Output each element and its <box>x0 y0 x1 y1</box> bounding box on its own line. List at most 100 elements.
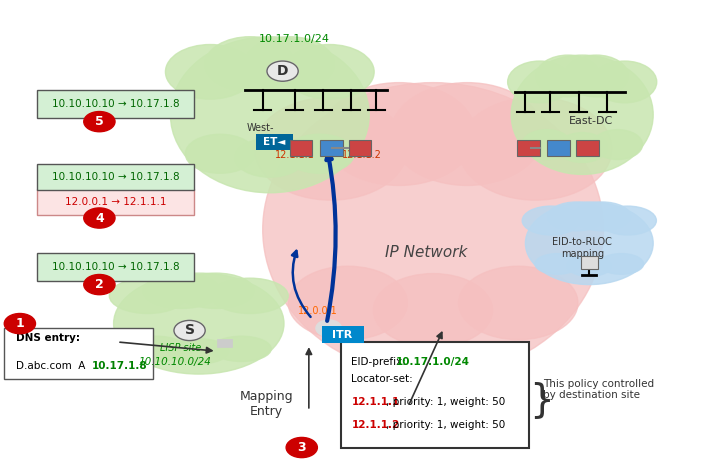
Text: 10.10.10.10 → 10.17.1.8: 10.10.10.10 → 10.17.1.8 <box>52 172 179 182</box>
Text: West-: West- <box>247 123 275 133</box>
FancyBboxPatch shape <box>341 342 529 448</box>
Text: }: } <box>529 381 554 419</box>
Text: 12.0.0.1: 12.0.0.1 <box>298 307 338 316</box>
Ellipse shape <box>511 55 653 174</box>
Ellipse shape <box>536 55 600 97</box>
Ellipse shape <box>143 273 220 308</box>
FancyBboxPatch shape <box>581 256 598 269</box>
FancyBboxPatch shape <box>547 140 570 156</box>
Ellipse shape <box>322 83 476 185</box>
Ellipse shape <box>522 129 572 160</box>
Text: 12.1.1.2: 12.1.1.2 <box>351 420 400 430</box>
Ellipse shape <box>574 202 631 231</box>
Ellipse shape <box>126 336 186 362</box>
Circle shape <box>4 313 36 334</box>
Text: 10.17.1.8: 10.17.1.8 <box>92 361 148 371</box>
Text: LISP site: LISP site <box>160 343 201 353</box>
Text: ET◄: ET◄ <box>263 137 285 147</box>
Text: 5: 5 <box>95 115 104 128</box>
Ellipse shape <box>508 61 572 103</box>
Text: 12.0.0.1 → 12.1.1.1: 12.0.0.1 → 12.1.1.1 <box>65 197 166 207</box>
Ellipse shape <box>254 97 408 200</box>
Ellipse shape <box>205 37 295 91</box>
Text: 12.1.1.1: 12.1.1.1 <box>351 397 400 407</box>
Bar <box>217 339 232 347</box>
Text: Mapping
Entry: Mapping Entry <box>239 390 293 418</box>
Text: Locator-set:: Locator-set: <box>351 374 413 384</box>
Ellipse shape <box>285 134 354 174</box>
Ellipse shape <box>459 97 612 200</box>
FancyBboxPatch shape <box>517 140 540 156</box>
Circle shape <box>174 320 205 341</box>
Ellipse shape <box>567 256 612 276</box>
FancyBboxPatch shape <box>37 90 194 118</box>
Text: EID-prefix:: EID-prefix: <box>351 357 410 367</box>
Ellipse shape <box>593 61 657 103</box>
Ellipse shape <box>212 336 271 362</box>
Ellipse shape <box>391 83 544 185</box>
Text: S: S <box>185 324 195 337</box>
Text: 3: 3 <box>297 441 306 454</box>
Text: 1: 1 <box>16 317 24 330</box>
Text: 2: 2 <box>95 278 104 291</box>
Text: DNS entry:: DNS entry: <box>16 333 80 343</box>
Text: , priority: 1, weight: 50: , priority: 1, weight: 50 <box>386 397 505 407</box>
Text: EID-to-RLOC
mapping: EID-to-RLOC mapping <box>552 237 612 259</box>
Ellipse shape <box>109 278 186 313</box>
Ellipse shape <box>245 37 334 91</box>
FancyBboxPatch shape <box>37 164 194 190</box>
Circle shape <box>267 61 298 81</box>
Text: 10.10.10.10 → 10.17.1.8: 10.10.10.10 → 10.17.1.8 <box>52 100 179 109</box>
Circle shape <box>84 208 115 228</box>
Circle shape <box>316 320 342 336</box>
Ellipse shape <box>525 202 653 285</box>
Ellipse shape <box>535 253 579 274</box>
FancyBboxPatch shape <box>320 140 343 156</box>
Text: 10.10.10.10 → 10.17.1.8: 10.10.10.10 → 10.17.1.8 <box>52 263 179 272</box>
Ellipse shape <box>114 273 284 374</box>
Ellipse shape <box>165 45 255 99</box>
Ellipse shape <box>599 206 656 235</box>
Ellipse shape <box>593 129 643 160</box>
Text: , priority: 1, weight: 50: , priority: 1, weight: 50 <box>386 420 505 430</box>
FancyBboxPatch shape <box>349 140 371 156</box>
Text: 10.17.1.0/24: 10.17.1.0/24 <box>396 357 470 367</box>
Ellipse shape <box>178 273 254 308</box>
FancyBboxPatch shape <box>322 326 364 343</box>
Text: D.abc.com  A: D.abc.com A <box>16 361 92 371</box>
Circle shape <box>84 112 115 132</box>
FancyBboxPatch shape <box>290 140 312 156</box>
Ellipse shape <box>599 253 644 274</box>
Text: 10.10.10.0/24: 10.10.10.0/24 <box>138 357 212 367</box>
Text: ITR: ITR <box>332 330 353 340</box>
Text: 10.17.1.0/24: 10.17.1.0/24 <box>259 34 330 44</box>
Ellipse shape <box>185 134 255 174</box>
Circle shape <box>84 274 115 295</box>
Text: This policy controlled
by destination site: This policy controlled by destination si… <box>543 379 655 401</box>
Ellipse shape <box>548 202 606 231</box>
FancyBboxPatch shape <box>37 189 194 215</box>
Ellipse shape <box>170 37 369 193</box>
Ellipse shape <box>263 83 604 376</box>
FancyBboxPatch shape <box>256 134 293 150</box>
Text: D: D <box>277 64 288 78</box>
FancyBboxPatch shape <box>37 253 194 281</box>
Text: East-DC: East-DC <box>569 116 613 126</box>
Text: IP Network: IP Network <box>385 245 467 260</box>
Text: 12.1.1.2: 12.1.1.2 <box>342 151 382 160</box>
Ellipse shape <box>288 266 408 340</box>
Ellipse shape <box>285 45 374 99</box>
Text: 4: 4 <box>95 212 104 224</box>
Ellipse shape <box>459 266 578 340</box>
Ellipse shape <box>373 274 493 347</box>
Ellipse shape <box>564 55 628 97</box>
FancyBboxPatch shape <box>576 140 599 156</box>
Ellipse shape <box>169 339 229 364</box>
FancyBboxPatch shape <box>4 328 153 379</box>
Circle shape <box>286 437 317 458</box>
Ellipse shape <box>212 278 288 313</box>
Ellipse shape <box>557 133 607 162</box>
Ellipse shape <box>235 138 305 177</box>
Ellipse shape <box>522 206 579 235</box>
Text: 12.1.1.1: 12.1.1.1 <box>275 151 315 160</box>
